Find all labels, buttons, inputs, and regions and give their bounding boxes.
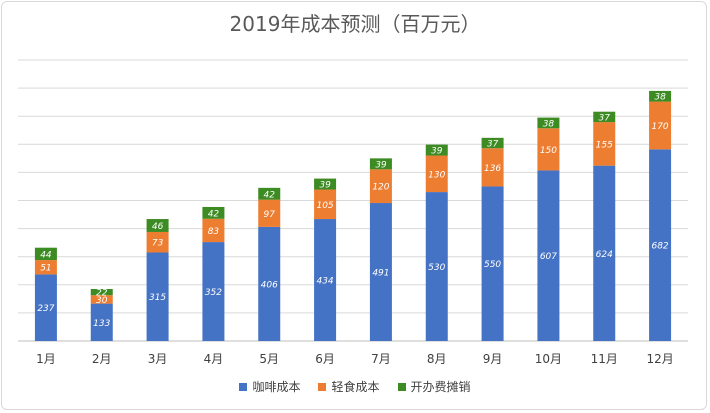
data-label: 406: [261, 280, 278, 290]
bar-segment-1: [425, 192, 448, 341]
data-label: 155: [596, 140, 613, 150]
x-tick-label: 3月: [148, 352, 168, 366]
data-label: 30: [96, 296, 108, 306]
data-label: 51: [40, 264, 51, 274]
bar-segment-2: [314, 189, 337, 220]
legend-swatch-light-food: [318, 382, 327, 391]
x-tick-label: 10月: [535, 352, 562, 366]
data-label: 607: [540, 252, 557, 262]
data-label: 624: [596, 250, 613, 260]
data-label: 39: [375, 160, 387, 170]
x-tick-label: 9月: [483, 352, 503, 366]
legend-label-startup-amortization: 开办费摊销: [410, 380, 471, 394]
data-label: 105: [316, 201, 333, 211]
x-tick-label: 5月: [259, 352, 279, 366]
legend-swatch-coffee: [239, 382, 248, 391]
bar-segment-3: [146, 219, 169, 232]
data-label: 237: [37, 304, 54, 314]
bar-segment-1: [369, 203, 392, 341]
chart-title: 2019年成本预测（百万元）: [229, 12, 481, 36]
data-label: 352: [205, 288, 222, 298]
x-tick-label: 4月: [204, 352, 224, 366]
data-label: 133: [93, 319, 110, 329]
legend-label-light-food: 轻食成本: [331, 380, 380, 394]
bar-segment-1: [90, 303, 113, 341]
data-label: 38: [654, 93, 666, 103]
x-tick-label: 1月: [36, 352, 56, 366]
bar-segment-2: [649, 101, 672, 150]
bar-segment-1: [481, 186, 504, 341]
data-label: 42: [264, 190, 276, 200]
bar-segment-2: [537, 128, 560, 171]
data-label: 550: [484, 260, 501, 270]
bar-segment-1: [593, 165, 616, 341]
bar-segment-1: [34, 274, 57, 341]
bar-segment-2: [258, 199, 281, 227]
data-label: 315: [149, 293, 166, 303]
bar-segment-1: [258, 226, 281, 341]
bar-segment-3: [258, 187, 281, 200]
bar-segment-2: [90, 295, 113, 304]
data-label: 38: [543, 119, 555, 129]
data-label: 136: [484, 164, 501, 174]
data-label: 22: [96, 289, 108, 299]
data-label: 682: [651, 242, 668, 252]
legend-label-coffee: 咖啡成本: [252, 380, 301, 394]
data-label: 530: [428, 263, 445, 273]
data-label: 46: [152, 222, 164, 232]
data-label: 83: [208, 227, 220, 237]
bar-segment-2: [369, 169, 392, 204]
x-tick-label: 6月: [315, 352, 335, 366]
bar-segment-3: [481, 137, 504, 149]
legend-item-startup-amortization: 开办费摊销: [397, 378, 471, 395]
data-label: 39: [319, 181, 331, 191]
data-label: 491: [372, 269, 389, 279]
bar-segment-3: [649, 90, 672, 102]
bar-segment-2: [202, 218, 225, 243]
data-label: 37: [599, 113, 611, 123]
legend: 咖啡成本 轻食成本 开办费摊销: [0, 378, 710, 395]
data-label: 130: [428, 170, 445, 180]
x-tick-label: 12月: [646, 352, 673, 366]
bar-segment-1: [202, 242, 225, 341]
legend-item-light-food: 轻食成本: [318, 378, 380, 395]
data-label: 44: [40, 250, 52, 260]
bar-segment-3: [537, 117, 560, 129]
bar-segment-3: [425, 144, 448, 156]
data-label: 170: [651, 122, 668, 132]
bar-segment-2: [481, 148, 504, 187]
data-label: 150: [540, 146, 557, 156]
bar-segment-2: [425, 155, 448, 193]
bar-segment-3: [314, 178, 337, 190]
bar-segment-3: [593, 111, 616, 123]
legend-swatch-startup-amortization: [397, 382, 406, 391]
bar-segment-1: [146, 252, 169, 341]
bar-segment-3: [369, 158, 392, 170]
data-label: 39: [431, 147, 443, 157]
data-label: 120: [372, 183, 389, 193]
data-label: 42: [208, 209, 220, 219]
data-label: 434: [316, 277, 333, 287]
bar-segment-1: [649, 149, 672, 341]
x-tick-label: 11月: [591, 352, 618, 366]
bar-segment-1: [314, 219, 337, 341]
x-tick-label: 7月: [371, 352, 391, 366]
bar-segment-2: [593, 122, 616, 166]
data-label: 97: [264, 210, 276, 220]
bar-segment-3: [90, 289, 113, 296]
data-label: 37: [487, 140, 499, 150]
bar-segment-1: [537, 170, 560, 341]
data-label: 73: [152, 239, 164, 249]
x-tick-label: 8月: [427, 352, 447, 366]
legend-item-coffee: 咖啡成本: [239, 378, 300, 395]
x-tick-label: 2月: [92, 352, 112, 366]
bar-segment-3: [202, 206, 225, 219]
bar-segment-2: [146, 231, 169, 253]
bar-segment-2: [34, 260, 57, 275]
bar-segment-3: [34, 247, 57, 261]
